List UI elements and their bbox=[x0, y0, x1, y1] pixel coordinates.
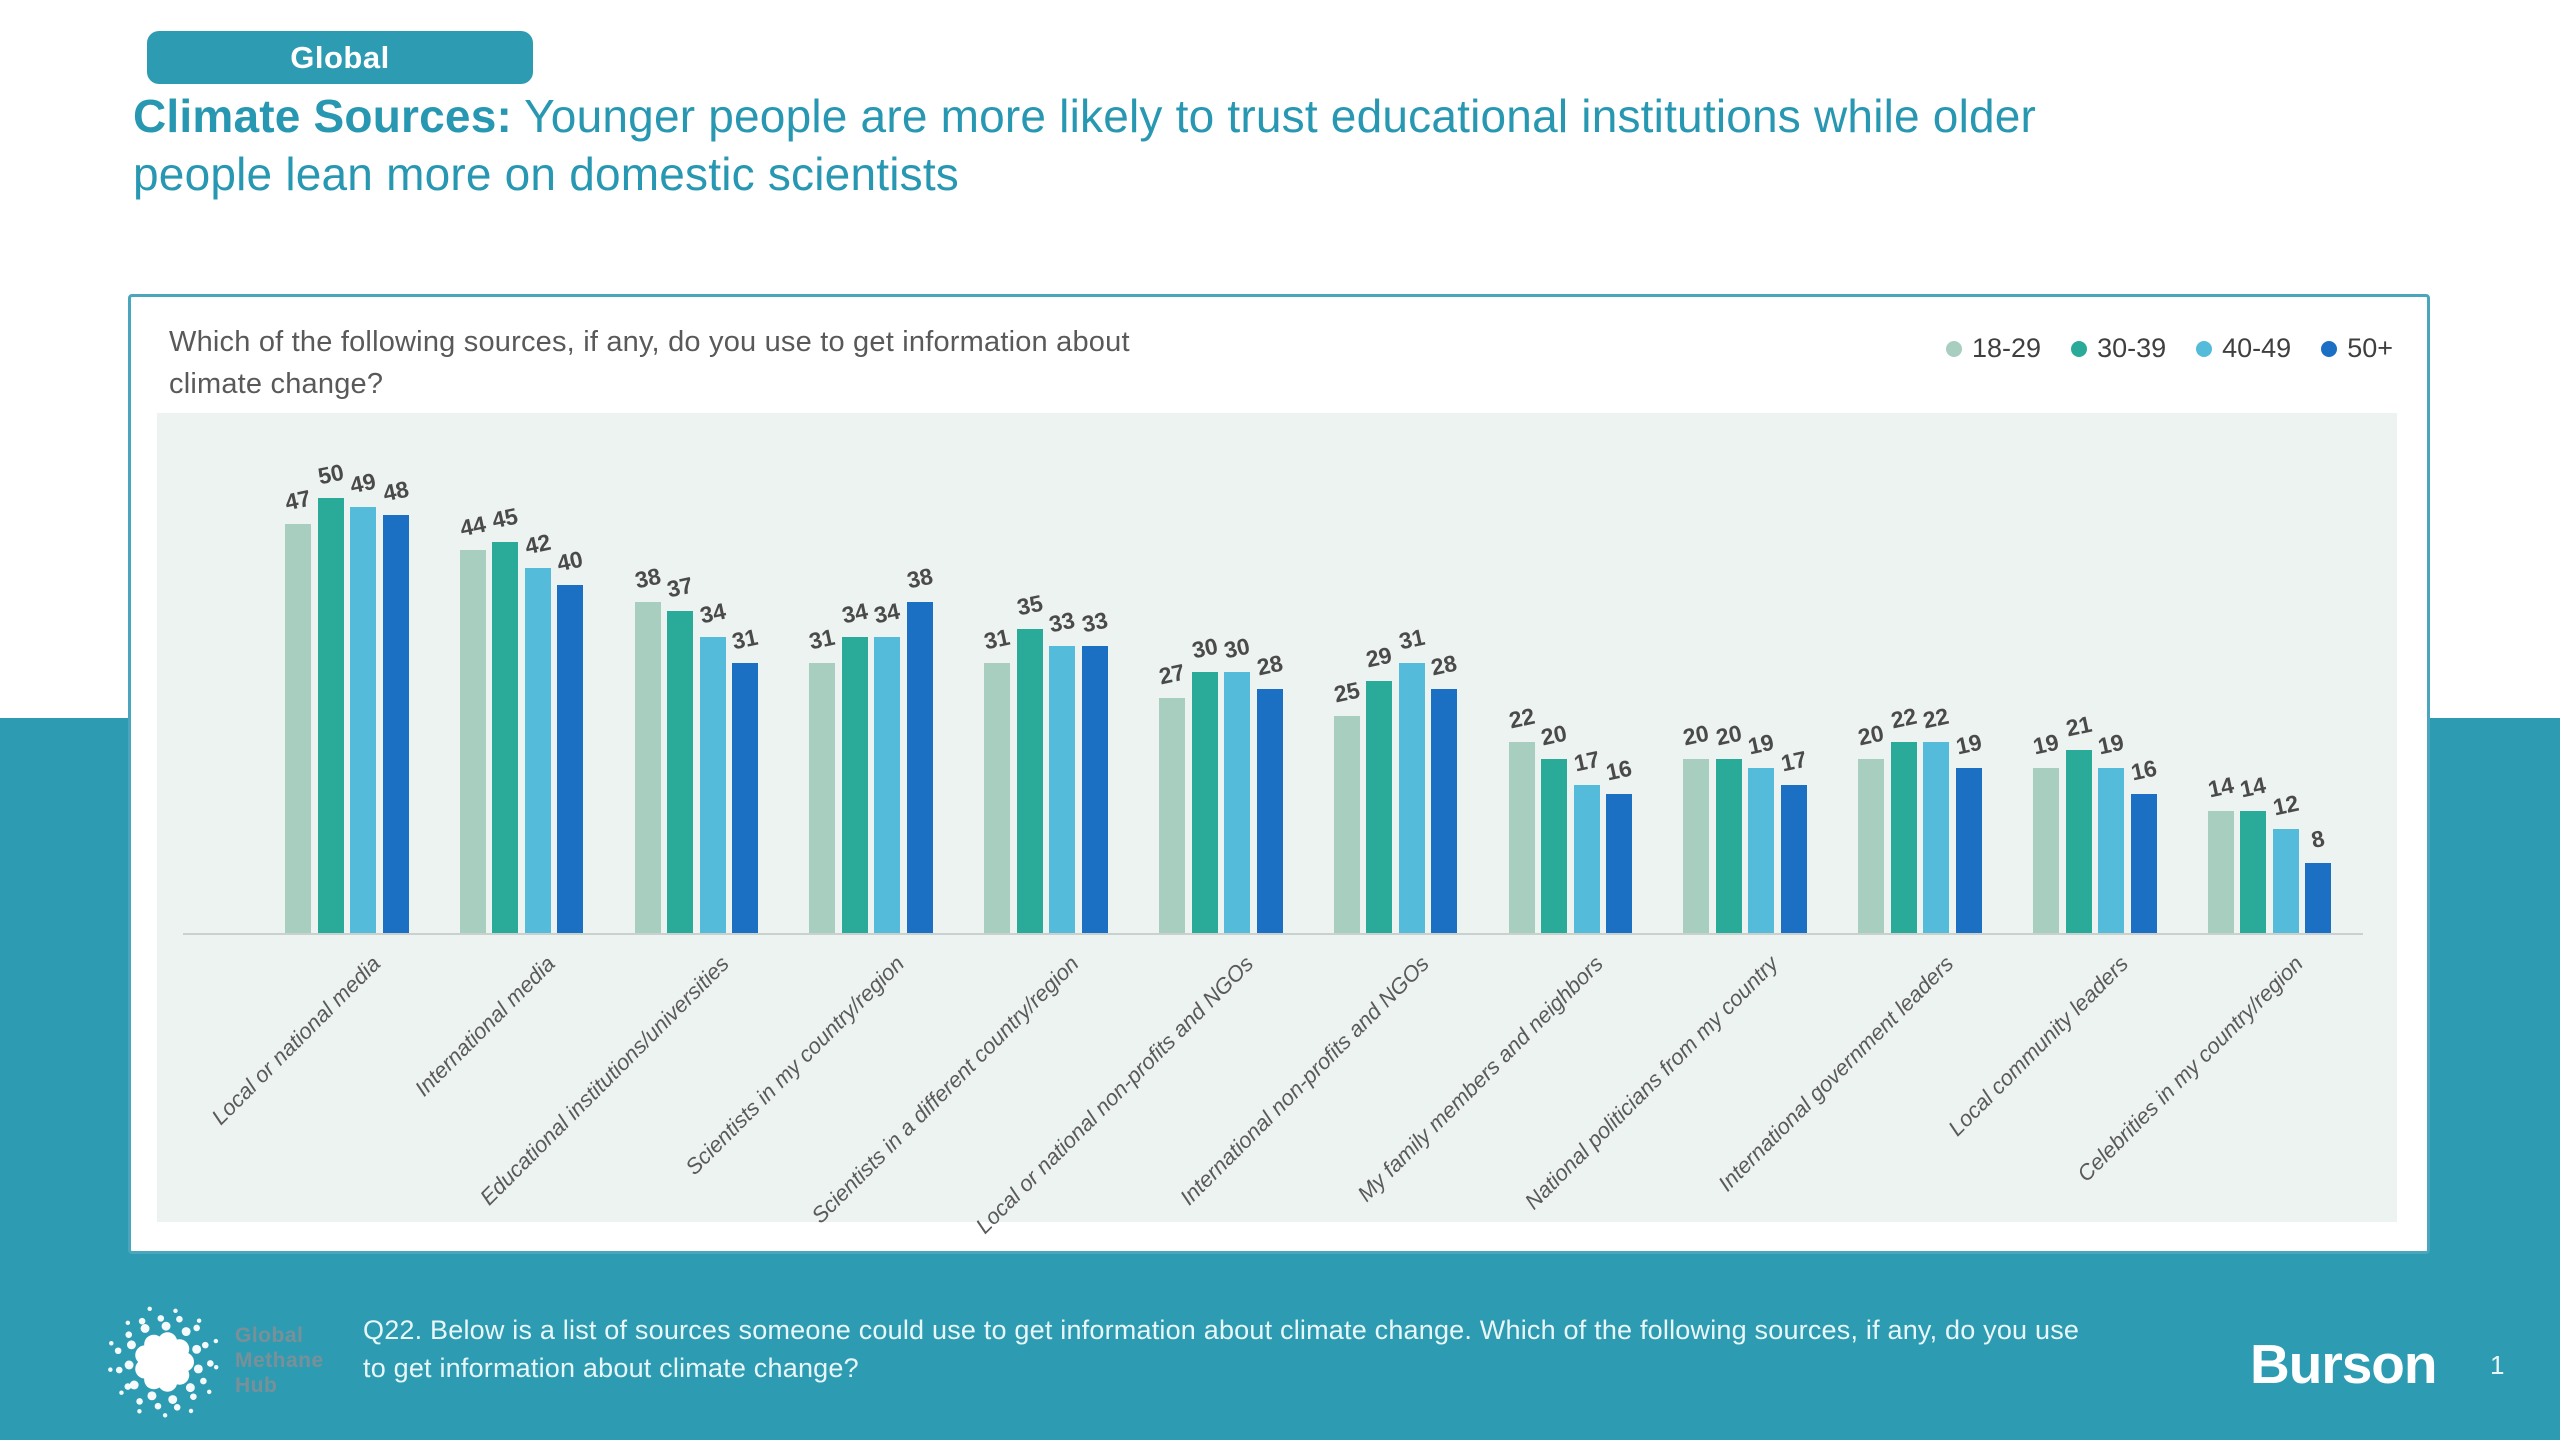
survey-question-note-line2: to get information about climate change? bbox=[363, 1352, 859, 1383]
title-lead: Climate Sources: bbox=[133, 90, 512, 142]
bar bbox=[1541, 759, 1568, 933]
bar bbox=[1715, 759, 1742, 933]
bar bbox=[906, 602, 933, 933]
bar bbox=[382, 515, 409, 933]
bar bbox=[2033, 767, 2059, 933]
bar-value-label: 16 bbox=[2128, 754, 2159, 786]
bar bbox=[699, 637, 726, 933]
legend-dot-icon bbox=[2321, 340, 2338, 357]
legend-dot-icon bbox=[1946, 340, 1962, 357]
bar-value-label: 31 bbox=[729, 623, 761, 655]
bar-value-label: 28 bbox=[1428, 650, 1460, 681]
legend-label: 50+ bbox=[2347, 333, 2393, 363]
bar bbox=[1923, 741, 1950, 933]
bar bbox=[1573, 785, 1600, 933]
bar bbox=[2065, 750, 2092, 933]
region-badge-label: Global bbox=[290, 39, 390, 75]
legend-label: 18-29 bbox=[1972, 333, 2042, 363]
bar-value-label: 8 bbox=[2309, 825, 2328, 854]
bar-value-label: 19 bbox=[1953, 728, 1984, 760]
bar bbox=[1256, 689, 1283, 933]
bar bbox=[667, 611, 694, 933]
burson-logo: Burson bbox=[2250, 1333, 2437, 1395]
bar bbox=[492, 541, 519, 933]
bar bbox=[1431, 689, 1458, 933]
bar bbox=[1191, 672, 1218, 933]
bar bbox=[2098, 767, 2124, 933]
bar bbox=[2207, 811, 2234, 933]
logo-line-1: Global bbox=[235, 1324, 304, 1347]
plot-area: 47 50 49 48 Local or national media 44 45 42 40 I… bbox=[157, 413, 2397, 1238]
title-rest: Younger people are more likely to trust … bbox=[133, 90, 2037, 200]
bar bbox=[1508, 741, 1535, 933]
bar bbox=[285, 524, 311, 933]
region-badge: Global bbox=[147, 31, 533, 84]
bar bbox=[524, 567, 551, 933]
legend-label: 40-49 bbox=[2222, 333, 2292, 363]
bar-value-label: 45 bbox=[489, 502, 521, 533]
bar bbox=[984, 663, 1011, 933]
bar bbox=[1049, 645, 1076, 933]
chart-question: Which of the following sources, if any, … bbox=[169, 326, 1130, 401]
legend-item: 30-39 bbox=[2071, 333, 2166, 364]
bar bbox=[2305, 863, 2332, 933]
bar bbox=[1858, 759, 1885, 933]
legend-label: 30-39 bbox=[2097, 333, 2167, 363]
bar bbox=[459, 550, 486, 933]
bar bbox=[2130, 793, 2157, 933]
bar bbox=[809, 663, 836, 933]
bar bbox=[1016, 628, 1043, 933]
legend-dot-icon bbox=[2196, 340, 2213, 357]
page-title: Climate Sources: Younger people are more… bbox=[133, 88, 2043, 204]
legend: 18-29 30-39 40-49 50+ bbox=[1946, 333, 2393, 364]
logo-line-2: Methane bbox=[235, 1348, 324, 1372]
survey-question-note-line1: Q22. Below is a list of sources someone … bbox=[363, 1315, 2080, 1345]
category-label: International media bbox=[409, 951, 560, 1101]
legend-item: 50+ bbox=[2321, 333, 2393, 364]
global-methane-hub-logo bbox=[108, 1306, 219, 1418]
chart-card: Which of the following sources, if any, … bbox=[128, 294, 2430, 1254]
legend-item: 40-49 bbox=[2196, 333, 2291, 364]
bar bbox=[557, 585, 584, 933]
category-label: Local community leaders bbox=[1942, 951, 2133, 1141]
bar bbox=[1683, 759, 1710, 933]
bar bbox=[317, 498, 344, 933]
bar bbox=[634, 602, 661, 933]
bar bbox=[1081, 645, 1108, 933]
bar bbox=[2240, 811, 2267, 933]
x-axis-line bbox=[183, 933, 2363, 935]
bar bbox=[874, 637, 901, 933]
category-label: Local or national non-profits and NGOs bbox=[971, 951, 1259, 1239]
legend-item: 18-29 bbox=[1946, 333, 2041, 364]
bar bbox=[1159, 698, 1185, 933]
bar bbox=[841, 637, 868, 933]
bar bbox=[1780, 785, 1807, 933]
page-number: 1 bbox=[2490, 1350, 2505, 1380]
bar bbox=[1955, 767, 1982, 933]
bar bbox=[2272, 828, 2299, 933]
bar bbox=[1606, 793, 1633, 933]
bar bbox=[1890, 741, 1917, 933]
bar-value-label: 38 bbox=[904, 563, 936, 594]
logo-line-3: Hub bbox=[235, 1373, 278, 1397]
bar bbox=[1224, 672, 1250, 933]
legend-dot-icon bbox=[2071, 340, 2088, 357]
bar bbox=[350, 506, 376, 933]
bar bbox=[1333, 715, 1360, 933]
bar bbox=[1748, 767, 1775, 933]
bar bbox=[732, 663, 759, 933]
survey-question-note: Q22. Below is a list of sources someone … bbox=[363, 1312, 2363, 1388]
bar bbox=[1398, 663, 1425, 933]
category-label: Local or national media bbox=[206, 951, 385, 1130]
bar bbox=[1366, 680, 1393, 933]
global-methane-hub-wordmark: Global Methane Hub bbox=[235, 1324, 324, 1398]
